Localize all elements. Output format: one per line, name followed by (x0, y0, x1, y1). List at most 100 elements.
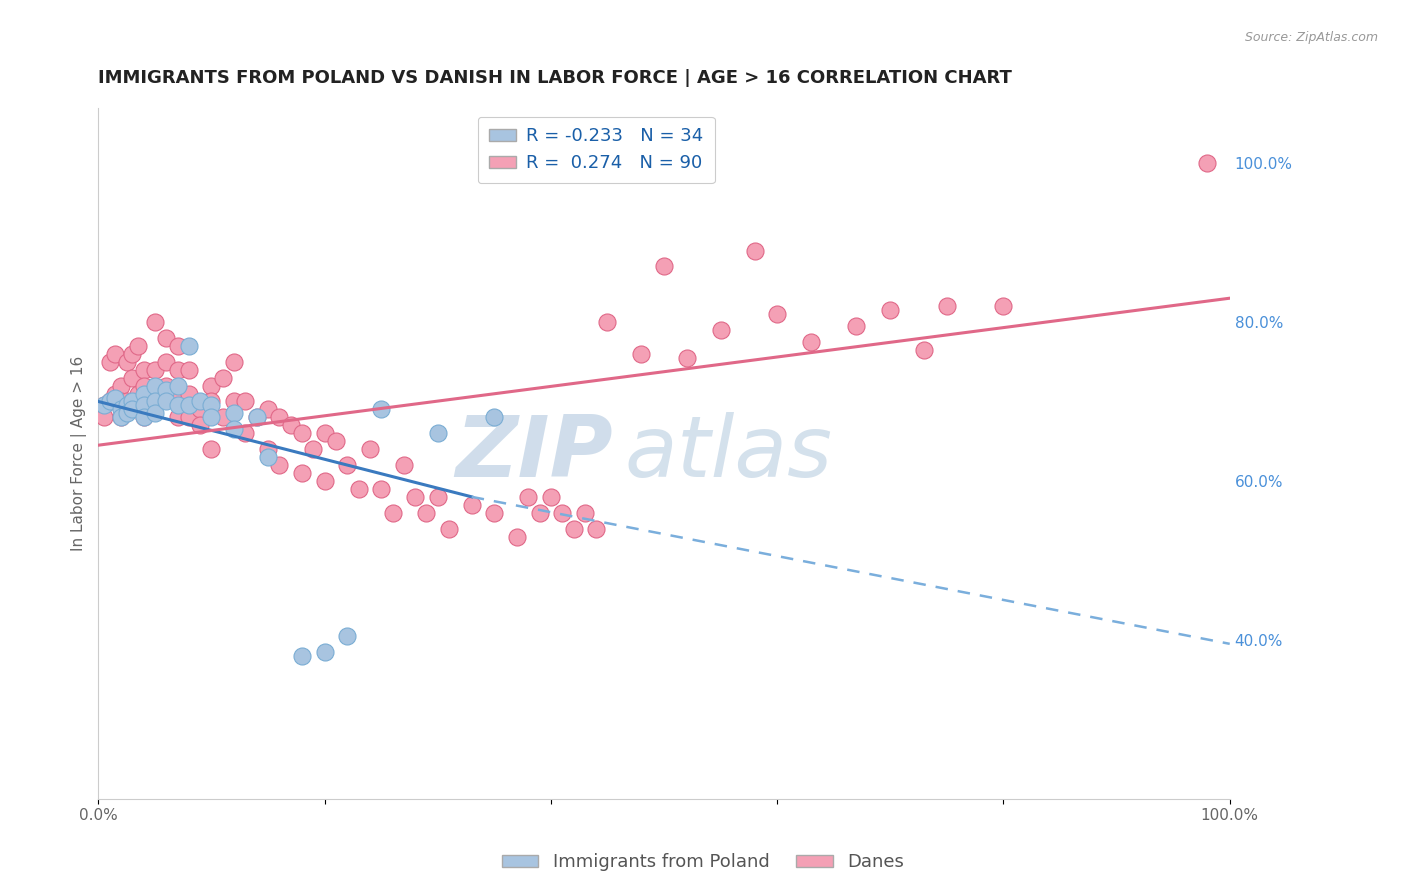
Point (211, 370, 233, 384)
Point (710, 323, 733, 337)
Y-axis label: In Labor Force | Age > 16: In Labor Force | Age > 16 (72, 356, 87, 550)
Point (675, 351, 697, 365)
Point (257, 442, 280, 457)
Point (177, 399, 200, 413)
Point (200, 378, 222, 392)
Point (314, 426, 336, 441)
Point (104, 391, 127, 405)
Point (235, 426, 257, 441)
Point (132, 399, 155, 413)
Point (166, 410, 188, 425)
Point (291, 648, 314, 663)
Point (404, 490, 426, 504)
Point (110, 378, 132, 392)
Point (155, 378, 177, 392)
Point (291, 426, 314, 441)
Point (766, 307, 789, 321)
Point (121, 394, 143, 409)
Point (115, 394, 138, 409)
Point (652, 260, 675, 274)
Point (177, 410, 200, 425)
Point (166, 386, 188, 401)
Point (155, 331, 177, 345)
Point (460, 498, 482, 512)
Point (574, 506, 596, 520)
Point (200, 410, 222, 425)
Point (121, 347, 143, 361)
Point (110, 410, 132, 425)
Point (143, 406, 166, 420)
Point (211, 410, 233, 425)
Point (800, 334, 823, 349)
Point (177, 362, 200, 376)
Point (257, 402, 280, 417)
Point (291, 466, 314, 480)
Point (155, 355, 177, 369)
Point (115, 399, 138, 413)
Point (188, 394, 211, 409)
Point (845, 318, 868, 333)
Point (132, 362, 155, 376)
Point (630, 347, 652, 361)
Point (437, 522, 460, 536)
Point (143, 315, 166, 329)
Point (127, 386, 149, 401)
Point (551, 506, 574, 520)
Point (562, 522, 585, 536)
Point (93, 410, 115, 425)
Point (415, 506, 437, 520)
Point (585, 522, 607, 536)
Point (269, 458, 291, 472)
Point (98, 355, 121, 369)
Point (993, 299, 1015, 313)
Point (392, 458, 415, 472)
Point (200, 394, 222, 409)
Point (912, 343, 935, 357)
Point (235, 394, 257, 409)
Point (224, 422, 246, 436)
Point (166, 378, 188, 392)
Point (166, 362, 188, 376)
Point (484, 410, 506, 425)
Point (359, 442, 381, 457)
Point (484, 506, 506, 520)
Point (93, 399, 115, 413)
Point (127, 339, 149, 353)
Point (269, 410, 291, 425)
Legend: Immigrants from Poland, Danes: Immigrants from Poland, Danes (495, 847, 911, 879)
Point (347, 482, 370, 496)
Point (744, 244, 766, 258)
Point (336, 458, 359, 472)
Text: IMMIGRANTS FROM POLAND VS DANISH IN LABOR FORCE | AGE > 16 CORRELATION CHART: IMMIGRANTS FROM POLAND VS DANISH IN LABO… (98, 69, 1012, 87)
Point (188, 418, 211, 433)
Point (506, 530, 529, 544)
Point (257, 450, 280, 464)
Point (132, 386, 155, 401)
Point (155, 394, 177, 409)
Point (132, 394, 155, 409)
Point (98, 394, 121, 409)
Point (132, 410, 155, 425)
Point (104, 386, 127, 401)
Point (224, 355, 246, 369)
Point (529, 506, 551, 520)
Point (314, 645, 336, 659)
Point (143, 362, 166, 376)
Point (115, 406, 138, 420)
Point (110, 394, 132, 409)
Point (188, 402, 211, 417)
Legend: R = -0.233   N = 34, R =  0.274   N = 90: R = -0.233 N = 34, R = 0.274 N = 90 (478, 117, 714, 183)
Point (314, 474, 336, 488)
Point (935, 299, 957, 313)
Point (143, 378, 166, 392)
Point (200, 442, 222, 457)
Point (224, 394, 246, 409)
Point (110, 410, 132, 425)
Point (1197, 156, 1219, 170)
Point (336, 629, 359, 643)
Point (155, 383, 177, 397)
Point (246, 410, 269, 425)
Point (93, 399, 115, 413)
Point (879, 303, 901, 318)
Point (110, 402, 132, 417)
